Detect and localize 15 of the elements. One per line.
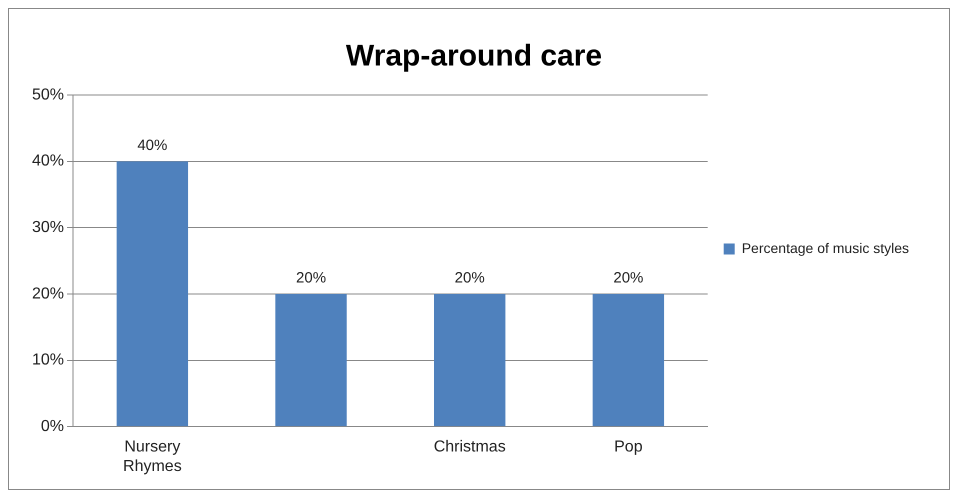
data-label: 40%: [137, 136, 168, 154]
chart-title: Wrap-around care: [346, 39, 602, 72]
y-tick-label: 0%: [40, 418, 64, 436]
y-tick-label: 10%: [32, 352, 64, 369]
data-label: 20%: [454, 270, 485, 287]
x-tick-label: Pop: [614, 438, 643, 456]
legend-label: Percentage of music styles: [742, 240, 909, 256]
x-tick-label: Nursery Rhymes: [123, 438, 182, 475]
y-tick-label: 50%: [32, 86, 64, 104]
y-tick-label: 20%: [32, 285, 64, 302]
x-tick-label: Christmas: [434, 438, 506, 456]
data-label: 20%: [613, 270, 644, 287]
y-tick-label: 40%: [32, 152, 64, 170]
data-label: 20%: [296, 270, 326, 287]
y-tick-label: 30%: [32, 219, 64, 236]
